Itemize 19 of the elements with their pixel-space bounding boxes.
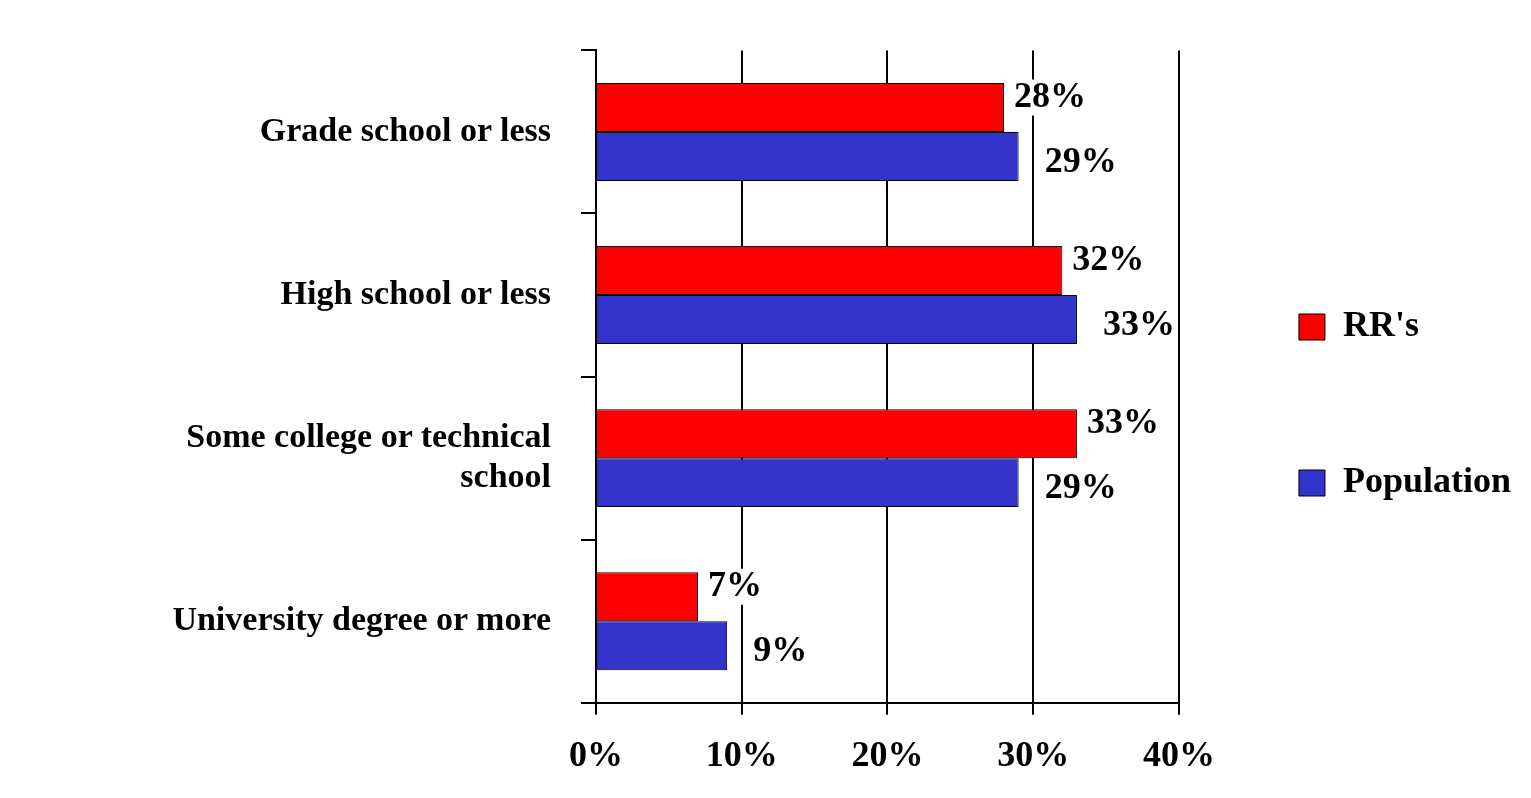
data-label: 28% [1014, 74, 1087, 115]
data-label: 7% [708, 564, 763, 605]
x-tick-label: 10% [705, 733, 778, 774]
legend-label: RR's [1342, 304, 1419, 345]
x-tick-label: 40% [1142, 733, 1215, 774]
data-label: 32% [1072, 237, 1145, 278]
y-tick-label: Some college or technical school [186, 416, 551, 495]
data-label: 29% [1044, 139, 1117, 180]
y-tick-label: University degree or more [172, 600, 551, 638]
legend-label: Population [1342, 460, 1511, 501]
x-tick-label: 20% [851, 733, 924, 774]
y-tick-label: High school or less [280, 273, 551, 311]
y-tick-label: Grade school or less [259, 110, 551, 148]
data-label: 33% [1102, 302, 1175, 343]
data-label: 9% [753, 629, 808, 670]
data-label: 33% [1086, 400, 1159, 441]
x-tick-label: 0% [569, 733, 623, 774]
data-label: 29% [1044, 465, 1117, 506]
x-tick-label: 30% [997, 733, 1070, 774]
